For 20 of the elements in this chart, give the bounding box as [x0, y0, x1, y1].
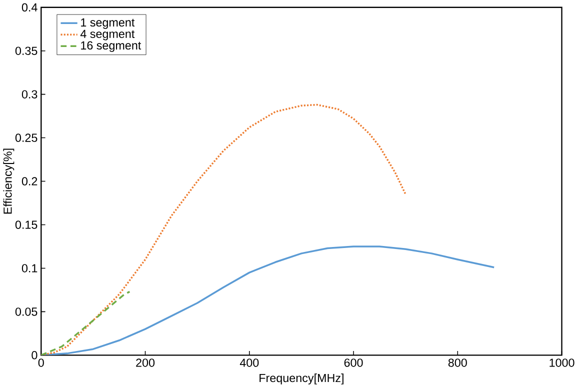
y-tick-label: 0.15 — [15, 220, 38, 230]
legend-label: 16 segment — [81, 41, 142, 52]
x-tick-label: 200 — [136, 358, 155, 368]
y-tick-label: 0.3 — [22, 90, 38, 99]
x-tick-label: 600 — [344, 358, 363, 368]
legend-label: 1 segment — [81, 18, 135, 30]
legend-label: 4 segment — [80, 30, 135, 40]
y-tick-label: 0.35 — [15, 46, 38, 56]
x-tick-label: 1000 — [550, 358, 574, 368]
y-tick-label: 0.25 — [15, 134, 38, 142]
y-tick-label: 0.2 — [22, 177, 38, 186]
x-axis-title: Frequency[MHz] — [260, 374, 344, 385]
x-tick-label: 0 — [38, 358, 44, 368]
y-tick-label: 0.4 — [22, 3, 38, 12]
x-tick-label: 400 — [240, 358, 259, 368]
x-tick-label: 800 — [448, 358, 467, 368]
y-axis-title: Efficiency[%] — [3, 148, 14, 214]
y-tick-label: 0 — [32, 351, 38, 360]
y-tick-label: 0.1 — [22, 264, 38, 272]
y-tick-label: 0.05 — [15, 308, 38, 316]
